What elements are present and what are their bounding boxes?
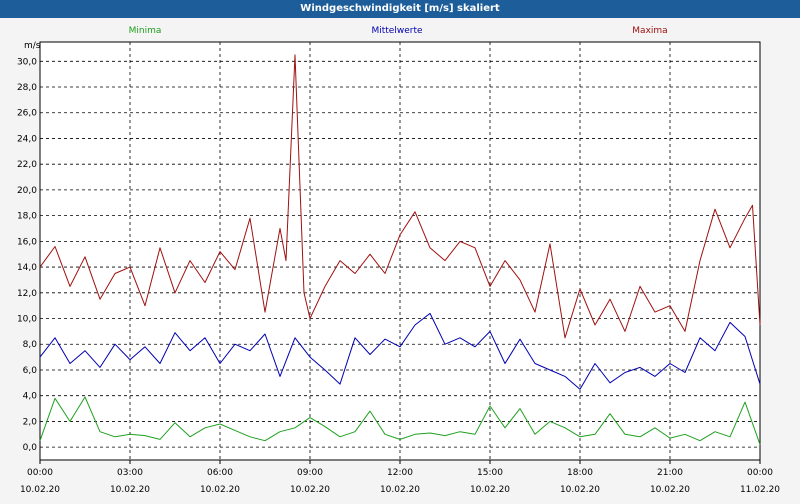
y-tick-label: 30,0 xyxy=(17,57,37,67)
chart-area: 0,0 2,0 4,0 6,0 8,0 10,0 12,0 14,0 16,0 18,0 20,0 2… xyxy=(0,18,800,500)
x-tick-date: 10.02.20 xyxy=(290,485,330,495)
x-tick-date: 10.02.20 xyxy=(110,485,150,495)
x-tick-date: 10.02.20 xyxy=(200,485,240,495)
y-tick-label: 2,0 xyxy=(23,417,38,427)
chart-title: Windgeschwindigkeit [m/s] skaliert xyxy=(0,0,800,18)
grid-lines xyxy=(40,42,760,460)
y-tick-label: 10,0 xyxy=(17,315,37,325)
y-tick-label: 14,0 xyxy=(17,263,37,273)
y-tick-label: 4,0 xyxy=(23,392,38,402)
legend-maxima: Maxima xyxy=(632,26,667,36)
x-tick-time: 00:00 xyxy=(747,468,773,478)
y-tick-label: 20,0 xyxy=(17,186,37,196)
y-tick-label: 0,0 xyxy=(23,443,38,453)
x-axis-ticks: 00:00 10.02.20 03:00 10.02.20 06:00 10.02.20 0… xyxy=(20,460,780,495)
series-line-minima xyxy=(39,396,761,445)
x-tick-date: 10.02.20 xyxy=(20,485,60,495)
y-tick-label: 28,0 xyxy=(17,83,37,93)
x-tick-date: 10.02.20 xyxy=(470,485,510,495)
y-tick-label: 26,0 xyxy=(17,109,37,119)
y-tick-label: 18,0 xyxy=(17,212,37,222)
legend-mittelwerte: Mittelwerte xyxy=(371,26,422,36)
x-tick-time: 09:00 xyxy=(297,468,323,478)
legend: Minima Mittelwerte Maxima xyxy=(129,26,668,36)
series-line-maxima xyxy=(39,54,761,339)
wind-speed-chart: 0,0 2,0 4,0 6,0 8,0 10,0 12,0 14,0 16,0 18,0 20,0 2… xyxy=(17,26,780,495)
series-line-mittelwerte xyxy=(39,312,761,390)
y-tick-label: 6,0 xyxy=(23,366,38,376)
x-tick-time: 18:00 xyxy=(567,468,593,478)
x-tick-time: 21:00 xyxy=(657,468,683,478)
y-tick-label: 24,0 xyxy=(17,134,37,144)
y-tick-label: 16,0 xyxy=(17,237,37,247)
y-tick-label: 22,0 xyxy=(17,160,37,170)
x-tick-date: 10.02.20 xyxy=(380,485,420,495)
y-axis-ticks: 0,0 2,0 4,0 6,0 8,0 10,0 12,0 14,0 16,0 18,0 20,0 2… xyxy=(17,57,37,453)
y-tick-label: 8,0 xyxy=(23,340,38,350)
x-tick-date: 10.02.20 xyxy=(560,485,600,495)
x-tick-time: 06:00 xyxy=(207,468,233,478)
x-tick-date: 11.02.20 xyxy=(740,485,780,495)
x-tick-date: 10.02.20 xyxy=(650,485,690,495)
x-tick-time: 00:00 xyxy=(27,468,53,478)
legend-minima: Minima xyxy=(129,26,162,36)
x-tick-time: 12:00 xyxy=(387,468,413,478)
y-axis-label: m/s xyxy=(24,41,41,51)
y-tick-label: 12,0 xyxy=(17,289,37,299)
x-tick-time: 03:00 xyxy=(117,468,143,478)
x-tick-time: 15:00 xyxy=(477,468,503,478)
series-layer xyxy=(39,54,761,445)
